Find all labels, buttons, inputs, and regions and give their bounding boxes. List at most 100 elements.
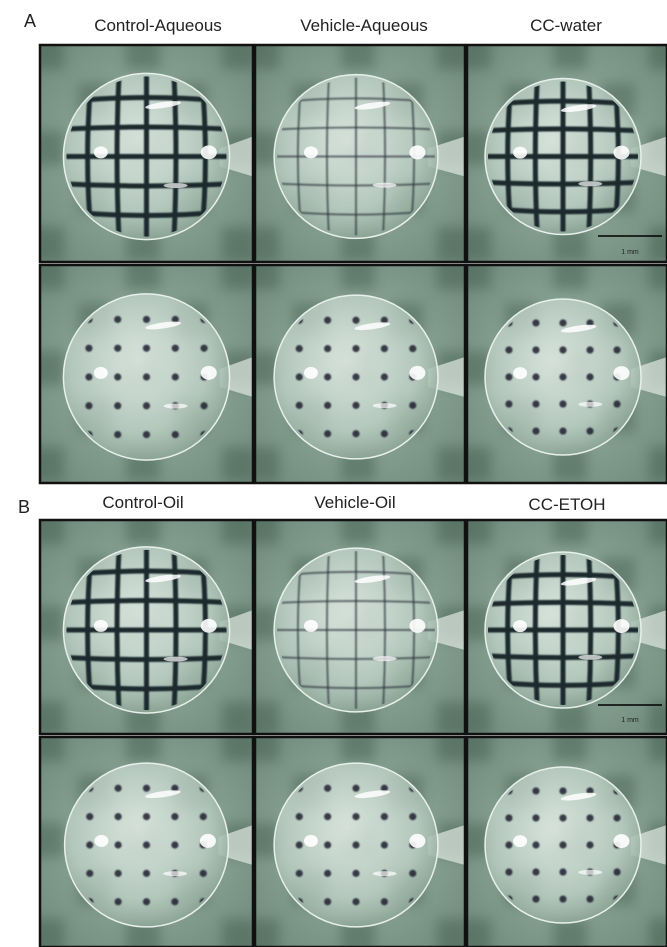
blur-square xyxy=(222,35,256,69)
dot xyxy=(143,898,150,905)
dot xyxy=(200,345,207,352)
dot xyxy=(352,317,359,324)
dot xyxy=(532,427,539,434)
blur-square xyxy=(649,510,667,544)
dot xyxy=(559,373,566,380)
blur-square xyxy=(649,702,667,736)
blur-square xyxy=(649,35,667,69)
highlight xyxy=(409,834,425,848)
dot xyxy=(559,427,566,434)
blur-square xyxy=(30,510,64,544)
image xyxy=(457,35,667,262)
scale-bar-label: 1 mm xyxy=(621,717,639,724)
dot xyxy=(114,373,121,380)
image-cell xyxy=(457,510,667,736)
dot xyxy=(505,841,512,848)
highlight xyxy=(513,620,527,632)
blur-square xyxy=(126,35,160,69)
dot xyxy=(559,868,566,875)
dot xyxy=(143,785,150,792)
blur-square xyxy=(553,510,587,544)
dot xyxy=(324,373,331,380)
dot xyxy=(409,813,416,820)
highlight xyxy=(614,366,630,380)
highlight xyxy=(373,403,397,408)
dot xyxy=(559,319,566,326)
image-cell xyxy=(30,255,256,483)
blur-square xyxy=(553,35,587,69)
highlight xyxy=(578,870,602,875)
dot xyxy=(352,898,359,905)
dot xyxy=(559,787,566,794)
image xyxy=(30,35,256,262)
dot xyxy=(352,373,359,380)
dot xyxy=(532,814,539,821)
dot xyxy=(532,400,539,407)
highlight xyxy=(164,183,188,188)
dot xyxy=(505,868,512,875)
highlight xyxy=(94,620,108,632)
dot xyxy=(586,427,593,434)
dot xyxy=(324,841,331,848)
image xyxy=(245,727,471,947)
image-cell xyxy=(245,255,471,483)
column-header: Control-Aqueous xyxy=(94,16,222,35)
dot xyxy=(296,813,303,820)
dot xyxy=(352,870,359,877)
page: A Control-Aqueous Vehicle-Aqueous CC-wat… xyxy=(0,0,667,947)
dot xyxy=(352,785,359,792)
dot xyxy=(409,345,416,352)
dot xyxy=(324,345,331,352)
blur-square xyxy=(649,447,667,481)
dot xyxy=(381,898,388,905)
dot xyxy=(86,813,93,820)
blur-square xyxy=(222,227,256,261)
dot xyxy=(381,841,388,848)
highlight xyxy=(513,835,527,847)
dot xyxy=(505,400,512,407)
image-grid xyxy=(30,35,667,947)
blur-square xyxy=(30,35,64,69)
dot xyxy=(171,813,178,820)
column-header: CC-ETOH xyxy=(528,495,605,514)
dot xyxy=(352,841,359,848)
dot xyxy=(559,895,566,902)
dot xyxy=(143,402,150,409)
dot xyxy=(352,430,359,437)
dot xyxy=(86,841,93,848)
highlight xyxy=(163,871,187,876)
dot xyxy=(381,430,388,437)
dot xyxy=(143,813,150,820)
dot xyxy=(324,317,331,324)
highlight xyxy=(304,835,318,847)
highlight xyxy=(304,146,318,158)
image-cell xyxy=(30,35,256,262)
image xyxy=(30,510,256,736)
blur-square xyxy=(649,227,667,261)
image xyxy=(245,35,471,262)
highlight xyxy=(409,366,425,380)
dot xyxy=(115,898,122,905)
highlight xyxy=(200,834,216,848)
panel-label: A xyxy=(24,11,36,31)
highlight xyxy=(201,145,217,159)
dot xyxy=(85,345,92,352)
highlight xyxy=(373,656,397,661)
blur-square xyxy=(30,823,64,857)
column-header: Vehicle-Aqueous xyxy=(300,16,428,35)
dot xyxy=(559,400,566,407)
highlight xyxy=(578,402,602,407)
dot xyxy=(505,373,512,380)
dot xyxy=(586,346,593,353)
column-header: Vehicle-Oil xyxy=(314,493,395,512)
highlight xyxy=(614,619,630,633)
dot xyxy=(586,841,593,848)
dot xyxy=(613,400,620,407)
dot xyxy=(172,431,179,438)
highlight xyxy=(513,147,527,159)
dot xyxy=(171,898,178,905)
dot xyxy=(114,431,121,438)
dot xyxy=(324,430,331,437)
dot xyxy=(381,813,388,820)
dot xyxy=(115,785,122,792)
